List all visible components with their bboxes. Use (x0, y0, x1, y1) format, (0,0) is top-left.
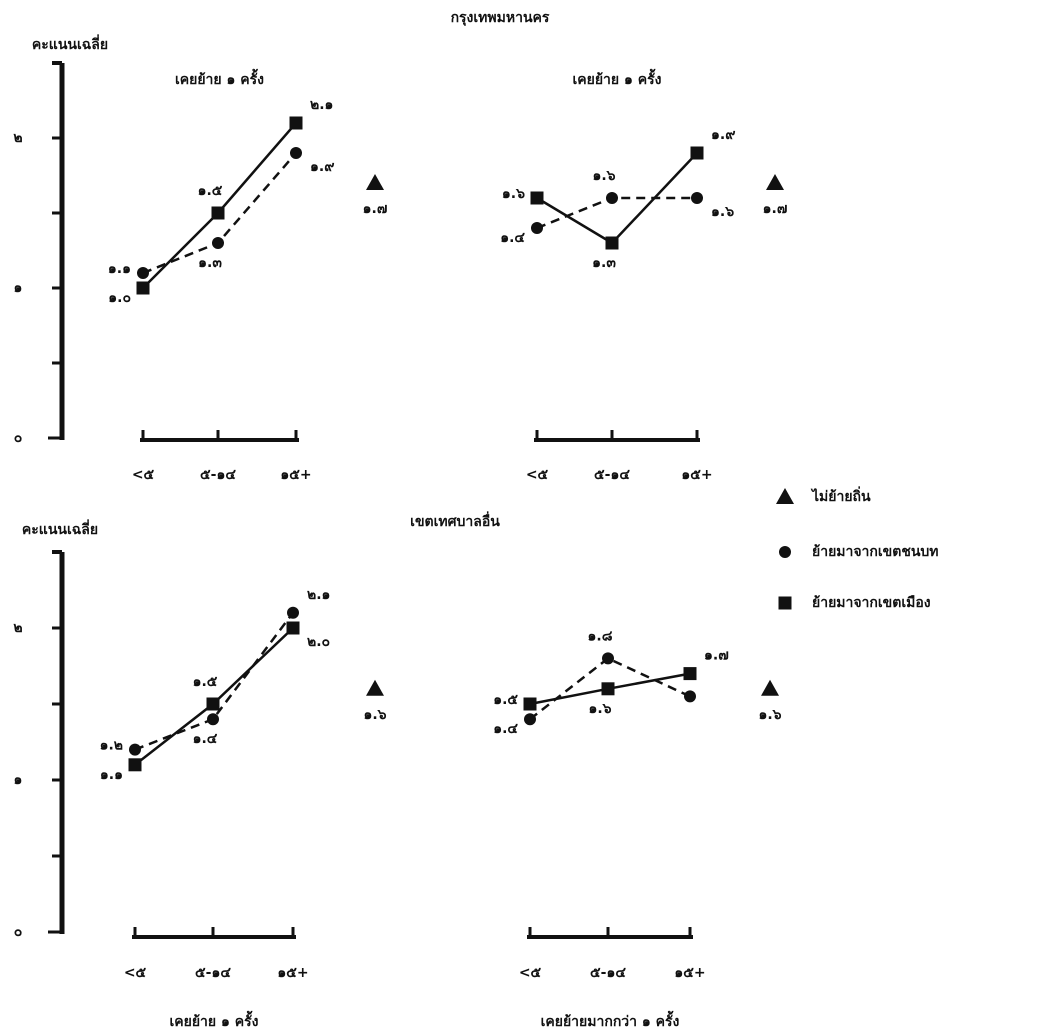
value-label: ๑.๗ (363, 201, 388, 217)
value-label: ๑.๖ (502, 186, 525, 202)
point-square (206, 697, 220, 711)
legend-label: ย้ายมาจากเขตชนบท (812, 544, 939, 560)
y-axis-label: คะแนนเฉลี่ย (22, 519, 98, 538)
x-tick-label: <๕ (132, 467, 155, 483)
value-label: ๒.๐ (307, 634, 330, 650)
value-label: ๑.๔ (500, 230, 525, 246)
legend-label: ย้ายมาจากเขตเมือง (812, 595, 931, 611)
point-square (289, 116, 303, 130)
point-square (286, 621, 300, 635)
x-tick-label: ๑๕+ (277, 965, 308, 981)
value-label: ๑.๙ (310, 159, 334, 175)
point-circle (290, 147, 302, 159)
point-square (690, 146, 704, 160)
y-tick-label: ๒ (13, 130, 22, 146)
point-circle (524, 713, 536, 726)
y-tick-label: ๐ (14, 430, 23, 446)
value-label: ๑.๖ (592, 168, 615, 184)
point-circle (531, 222, 543, 234)
value-label: ๑.๔ (193, 731, 218, 747)
value-label: ๒.๑ (307, 587, 330, 603)
point-square (605, 236, 619, 250)
value-label: ๑.๑ (108, 261, 131, 277)
x-tick-label: ๑๕+ (681, 467, 712, 483)
legend-marker (776, 488, 794, 504)
x-tick-label: <๕ (526, 467, 549, 483)
point-circle (691, 192, 703, 204)
value-label: ๑.๖ (758, 707, 781, 723)
value-label: ๑.๗ (763, 201, 788, 217)
point-square (211, 206, 225, 220)
panel-subtitle: เคยย้าย ๑ ครั้ง (170, 1010, 259, 1030)
value-label: ๑.๔ (493, 721, 518, 737)
x-tick-label: ๕-๑๔ (195, 965, 231, 981)
value-label: ๑.๖ (588, 701, 611, 717)
value-label: ๑.๓ (592, 255, 616, 271)
x-tick-label: ๕-๑๔ (590, 965, 626, 981)
point-circle (606, 192, 618, 204)
value-label: ๑.๐ (108, 290, 131, 306)
value-label: ๑.๖ (711, 204, 734, 220)
point-circle (129, 743, 141, 756)
value-label: ๑.๒ (100, 738, 123, 754)
value-label: ๑.๙ (711, 127, 735, 143)
point-square (523, 697, 537, 711)
chart-title: เขตเทศบาลอื่น (410, 511, 500, 530)
point-triangle (366, 679, 384, 696)
point-triangle (761, 679, 779, 696)
legend-marker (779, 546, 791, 558)
panel-subtitle: เคยย้าย ๑ ครั้ง (175, 68, 264, 88)
legend-label: ไม่ย้ายถิ่น (810, 486, 871, 505)
point-circle (212, 237, 224, 249)
point-circle (684, 690, 696, 703)
point-circle (287, 606, 299, 619)
point-square (601, 682, 615, 696)
legend-marker (778, 596, 792, 610)
point-square (128, 758, 142, 772)
value-label: ๑.๕ (198, 183, 223, 199)
x-tick-label: ๑๕+ (674, 965, 705, 981)
point-circle (602, 652, 614, 665)
point-circle (137, 267, 149, 279)
x-tick-label: ๑๕+ (280, 467, 311, 483)
value-label: ๑.๗ (704, 648, 729, 664)
point-square (136, 281, 150, 295)
y-tick-label: ๑ (14, 772, 23, 788)
value-label: ๒.๑ (310, 97, 333, 113)
value-label: ๑.๕ (493, 692, 518, 708)
x-tick-label: ๕-๑๔ (594, 467, 630, 483)
value-label: ๑.๕ (193, 674, 218, 690)
x-tick-label: <๕ (519, 965, 542, 981)
point-square (683, 667, 697, 681)
point-triangle (366, 174, 384, 190)
y-axis-label: คะแนนเฉลี่ย (32, 34, 108, 53)
point-square (530, 191, 544, 205)
point-circle (207, 713, 219, 726)
panel-subtitle: เคยย้าย ๑ ครั้ง (573, 68, 662, 88)
value-label: ๑.๑ (100, 767, 123, 783)
point-triangle (766, 174, 784, 190)
y-tick-label: ๑ (14, 280, 23, 296)
y-tick-label: ๒ (13, 620, 22, 636)
x-tick-label: <๕ (124, 965, 147, 981)
value-label: ๑.๓ (198, 255, 222, 271)
panel-subtitle: เคยย้ายมากกว่า ๑ ครั้ง (541, 1010, 680, 1030)
x-tick-label: ๕-๑๔ (200, 467, 236, 483)
y-tick-label: ๐ (14, 924, 23, 940)
value-label: ๑.๘ (587, 628, 612, 644)
value-label: ๑.๖ (363, 707, 386, 723)
chart-title: กรุงเทพมหานคร (451, 10, 550, 26)
